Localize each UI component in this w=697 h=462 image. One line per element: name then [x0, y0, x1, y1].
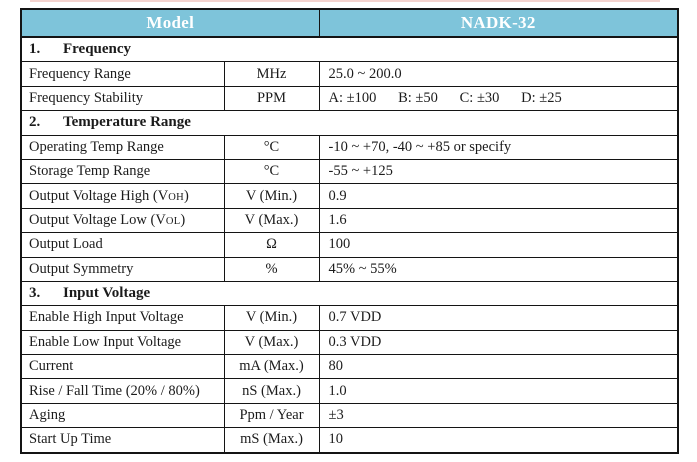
spec-row-enable-low-input-voltage: Enable Low Input Voltage V (Max.) 0.3 VD… [20, 329, 679, 356]
section-number: 3. [29, 285, 41, 302]
spec-row-frequency-stability: Frequency Stability PPM A: ±100 B: ±50 C… [20, 85, 679, 112]
spec-row-output-load: Output Load Ω 100 [20, 232, 679, 258]
value-cell: 10 [318, 427, 679, 454]
section-cell: 1. Frequency [20, 36, 679, 63]
spec-row-current: Current mA (Max.) 80 [20, 354, 679, 380]
unit-cell: mA (Max.) [223, 354, 320, 380]
param-cell: Enable Low Input Voltage [20, 329, 225, 356]
param-text-close: ) [184, 187, 189, 204]
value-cell: 80 [318, 354, 679, 380]
param-cell: Operating Temp Range [20, 134, 225, 160]
model-header-cell: Model [20, 8, 320, 38]
param-cell: Enable High Input Voltage [20, 305, 225, 331]
value-cell: 0.3 VDD [318, 329, 679, 356]
value-cell: -10 ~ +70, -40 ~ +85 or specify [318, 134, 679, 160]
spec-row-output-symmetry: Output Symmetry % 45% ~ 55% [20, 256, 679, 282]
product-header-cell: NADK-32 [318, 8, 679, 38]
param-cell: Frequency Range [20, 61, 225, 87]
value-cell: -55 ~ +125 [318, 158, 679, 185]
spec-row-aging: Aging Ppm / Year ±3 [20, 402, 679, 429]
param-cell: Rise / Fall Time (20% / 80%) [20, 378, 225, 404]
param-cell: Output Symmetry [20, 256, 225, 282]
value-cell: 100 [318, 232, 679, 258]
param-text-close: ) [180, 211, 186, 228]
unit-cell: PPM [223, 85, 320, 112]
param-cell: Frequency Stability [20, 85, 225, 112]
param-cell: Output Voltage Low (VOL) [20, 207, 225, 234]
param-text: Output Voltage Low (V [29, 211, 166, 228]
spec-row-operating-temp-range: Operating Temp Range °C -10 ~ +70, -40 ~… [20, 134, 679, 160]
spec-row-storage-temp-range: Storage Temp Range °C -55 ~ +125 [20, 158, 679, 185]
unit-cell: Ω [223, 232, 320, 258]
section-number: 2. [29, 114, 41, 131]
unit-cell: V (Max.) [223, 329, 320, 356]
unit-cell: nS (Max.) [223, 378, 320, 404]
unit-cell: V (Min.) [223, 305, 320, 331]
unit-cell: Ppm / Year [223, 402, 320, 429]
section-number: 1. [29, 41, 41, 58]
value-cell: 25.0 ~ 200.0 [318, 61, 679, 87]
value-cell: ±3 [318, 402, 679, 429]
spec-row-enable-high-input-voltage: Enable High Input Voltage V (Min.) 0.7 V… [20, 305, 679, 331]
param-cell: Output Load [20, 232, 225, 258]
spec-row-rise-fall-time: Rise / Fall Time (20% / 80%) nS (Max.) 1… [20, 378, 679, 404]
param-cell: Start Up Time [20, 427, 225, 454]
unit-cell: MHz [223, 61, 320, 87]
spec-row-output-voltage-high: Output Voltage High (VOH) V (Min.) 0.9 [20, 183, 679, 209]
value-cell: 1.0 [318, 378, 679, 404]
section-row-input-voltage: 3. Input Voltage [20, 280, 679, 307]
unit-cell: % [223, 256, 320, 282]
section-title: Frequency [63, 41, 132, 58]
unit-cell: °C [223, 158, 320, 185]
unit-cell: mS (Max.) [223, 427, 320, 454]
value-cell: 0.9 [318, 183, 679, 209]
section-title: Input Voltage [63, 285, 151, 302]
unit-cell: V (Max.) [223, 207, 320, 234]
param-subscript: OL [165, 215, 181, 227]
param-text: Output Voltage High (V [29, 187, 169, 204]
spec-table: Model NADK-32 1. Frequency Frequency Rang… [20, 8, 679, 454]
value-cell: A: ±100 B: ±50 C: ±30 D: ±25 [318, 85, 679, 112]
spec-row-start-up-time: Start Up Time mS (Max.) 10 [20, 427, 679, 454]
value-cell: 45% ~ 55% [318, 256, 679, 282]
page-edge-artifact-line [30, 0, 660, 2]
spec-row-frequency-range: Frequency Range MHz 25.0 ~ 200.0 [20, 61, 679, 87]
param-cell: Aging [20, 402, 225, 429]
section-row-frequency: 1. Frequency [20, 36, 679, 63]
unit-cell: V (Min.) [223, 183, 320, 209]
spec-row-output-voltage-low: Output Voltage Low (VOL) V (Max.) 1.6 [20, 207, 679, 234]
value-cell: 0.7 VDD [318, 305, 679, 331]
section-cell: 3. Input Voltage [20, 280, 679, 307]
section-row-temperature-range: 2. Temperature Range [20, 110, 679, 136]
param-cell: Storage Temp Range [20, 158, 225, 185]
param-subscript: OH [168, 191, 184, 203]
unit-cell: °C [223, 134, 320, 160]
value-cell: 1.6 [318, 207, 679, 234]
section-cell: 2. Temperature Range [20, 110, 679, 136]
param-cell: Current [20, 354, 225, 380]
section-title: Temperature Range [63, 114, 191, 131]
param-cell: Output Voltage High (VOH) [20, 183, 225, 209]
table-header-row: Model NADK-32 [20, 8, 679, 38]
